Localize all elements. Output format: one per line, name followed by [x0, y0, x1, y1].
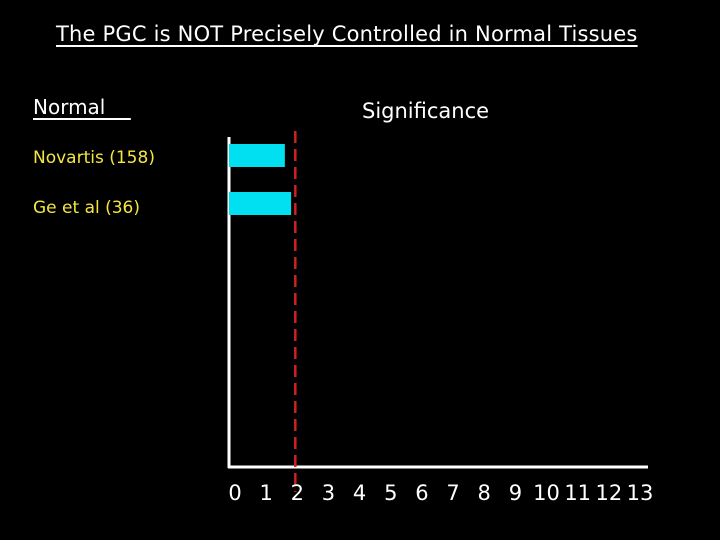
x-tick-labels: 0 1 2 3 4 5 6 7 8 9 10 11 12 13 — [228, 481, 653, 505]
x-tick-label: 9 — [509, 481, 522, 505]
x-tick-label: 4 — [353, 481, 366, 505]
category-label-novartis: Novartis (158) — [33, 148, 155, 168]
section-label: Normal — [33, 95, 131, 119]
category-label-ge-et-al: Ge et al (36) — [33, 198, 141, 218]
slide-title: The PGC is NOT Precisely Controlled in N… — [56, 22, 638, 46]
x-tick-label: 8 — [478, 481, 491, 505]
x-tick-label: 1 — [259, 481, 272, 505]
x-tick-label: 0 — [228, 481, 241, 505]
bar-ge-et-al — [229, 192, 292, 215]
x-tick-label: 3 — [322, 481, 335, 505]
bars-group — [229, 144, 292, 215]
x-tick-label: 6 — [415, 481, 428, 505]
x-tick-label: 2 — [291, 481, 304, 505]
x-axis-title: Significance — [362, 99, 490, 123]
bar-novartis — [229, 144, 285, 167]
x-tick-label: 5 — [384, 481, 397, 505]
x-tick-label: 13 — [627, 481, 654, 505]
x-tick-label: 10 — [533, 481, 560, 505]
x-tick-label: 12 — [595, 481, 622, 505]
x-tick-label: 11 — [564, 481, 591, 505]
x-tick-label: 7 — [446, 481, 459, 505]
